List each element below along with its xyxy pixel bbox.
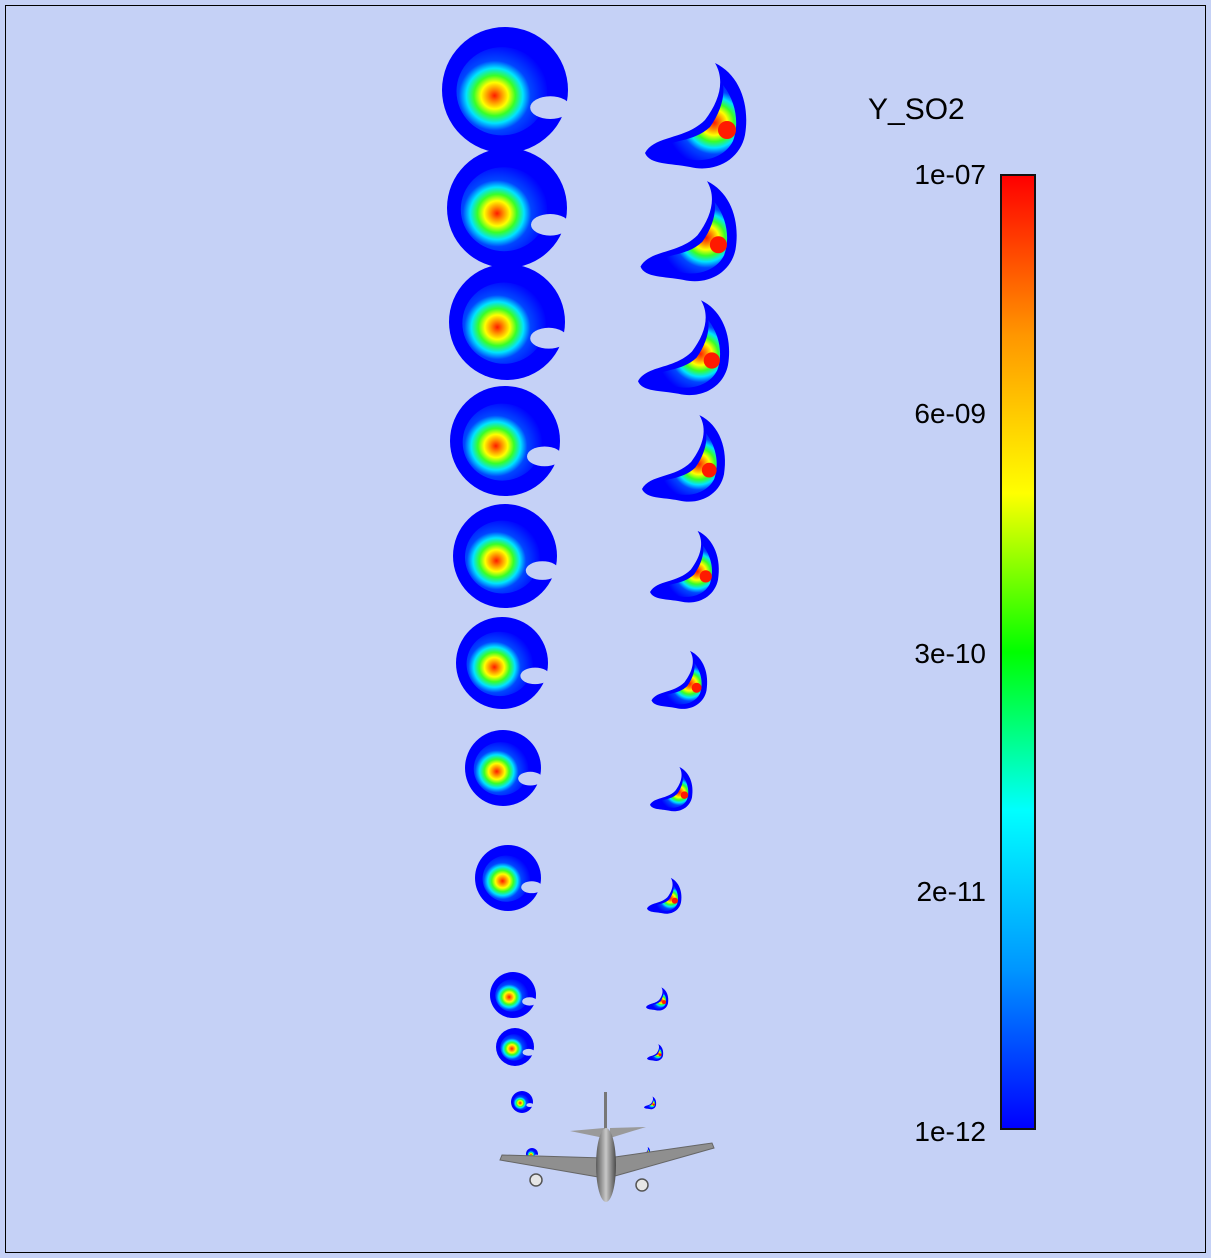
left-slice — [496, 1028, 535, 1066]
legend-tick-max: 1e-07 — [914, 159, 986, 190]
left-slice — [442, 27, 571, 153]
legend-title: Y_SO2 — [868, 93, 965, 126]
legend-tick-min: 1e-12 — [914, 1116, 986, 1147]
right-slice — [644, 1096, 657, 1110]
right-vortex-slices — [638, 63, 747, 1156]
left-slice — [465, 730, 543, 806]
right-slice — [638, 300, 730, 396]
left-slice — [511, 1091, 534, 1113]
right-slice — [642, 415, 726, 502]
legend-tick-3: 3e-10 — [914, 638, 986, 669]
left-slice — [447, 148, 570, 268]
right-slice — [646, 987, 669, 1011]
right-slice — [647, 877, 682, 914]
right-slice — [650, 766, 693, 812]
right-slice — [650, 530, 719, 603]
left-slice — [475, 845, 543, 911]
right-slice — [651, 650, 708, 709]
figure-border — [5, 5, 1206, 1253]
left-slice — [490, 972, 537, 1018]
right-slice — [640, 181, 737, 282]
left-slice — [453, 504, 560, 608]
left-slice — [456, 617, 550, 709]
left-slice — [449, 264, 568, 380]
left-slice — [450, 386, 563, 496]
right-slice — [647, 1044, 664, 1061]
legend-tick-4: 2e-11 — [916, 876, 986, 907]
colorbar — [1000, 174, 1036, 1130]
right-slice — [645, 63, 747, 169]
left-vortex-slices — [442, 27, 571, 1160]
legend-tick-2: 6e-09 — [914, 398, 986, 429]
airplane-icon — [499, 1092, 715, 1202]
